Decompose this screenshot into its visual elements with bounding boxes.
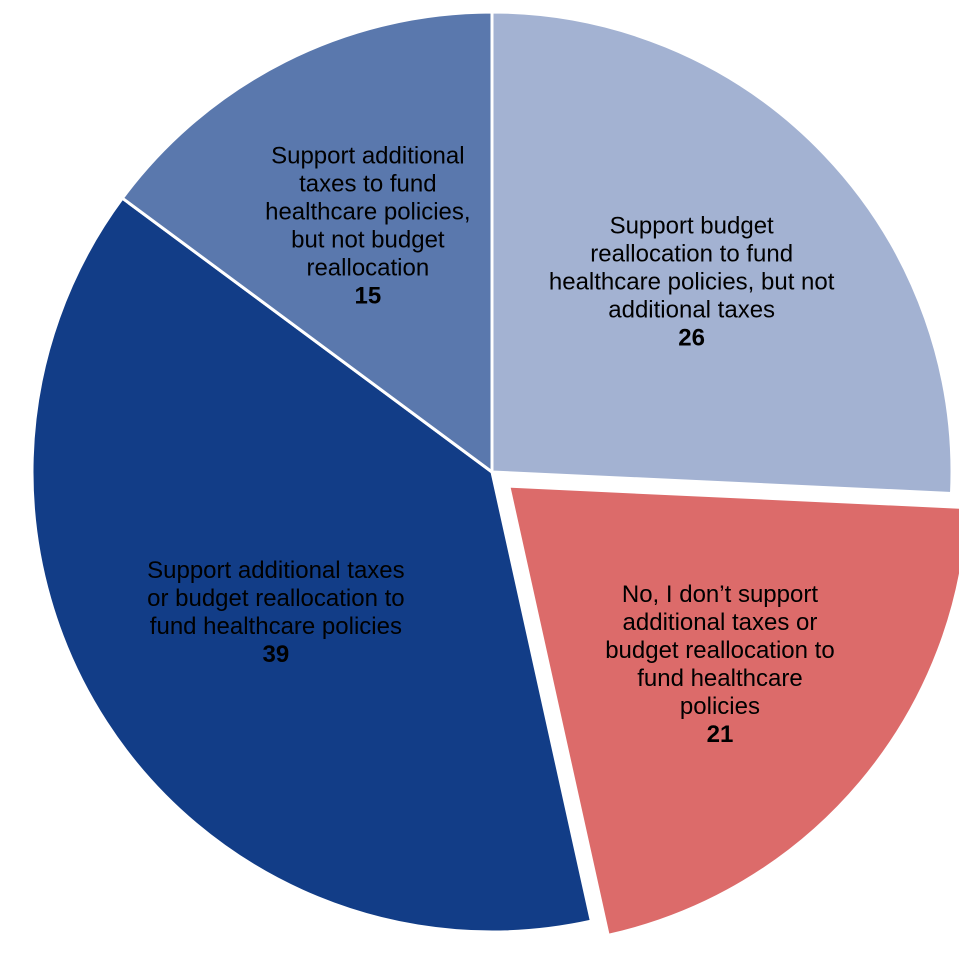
slice-label-line: No, I don’t support xyxy=(622,581,818,608)
slice-value-label: 26 xyxy=(678,324,705,351)
slice-label: Support budget reallocation to fund health… xyxy=(549,212,835,351)
slice-label-line: fund healthcare policies xyxy=(150,613,402,640)
slice-label-line: Support additional taxes xyxy=(147,557,405,584)
slice-label-line: Support budget xyxy=(610,212,774,239)
slice-label: Support additional taxes or budget reallo… xyxy=(147,557,405,668)
slice-label-line: reallocation xyxy=(306,255,429,282)
slice-label-line: reallocation to fund xyxy=(590,240,793,267)
pie-slice xyxy=(30,196,594,934)
pie-slice xyxy=(506,484,959,938)
slice-label-line: taxes to fund xyxy=(299,171,436,198)
slice-label-line: fund healthcare xyxy=(637,665,802,692)
slice-label-line: additional taxes or xyxy=(623,609,818,636)
slice-label-line: but not budget xyxy=(291,227,445,254)
slice-label-line: healthcare policies, but not xyxy=(549,268,835,295)
slice-value-label: 21 xyxy=(707,721,734,748)
slice-label-line: Support additional xyxy=(271,143,464,170)
slice-label: No, I don’t support additional taxes or bu… xyxy=(605,581,835,748)
slice-label-line: or budget reallocation to xyxy=(147,585,405,612)
pie-slice xyxy=(120,10,494,475)
slice-label-line: policies xyxy=(680,693,760,720)
slice-label: Support additional taxes to fund healthcar… xyxy=(265,143,470,310)
slice-value-label: 39 xyxy=(263,641,290,668)
slice-label-line: budget reallocation to xyxy=(605,637,835,664)
pie-slice xyxy=(490,10,954,496)
slice-label-line: additional taxes xyxy=(608,296,775,323)
slice-label-line: healthcare policies, xyxy=(265,199,470,226)
slice-value-label: 15 xyxy=(354,283,381,310)
